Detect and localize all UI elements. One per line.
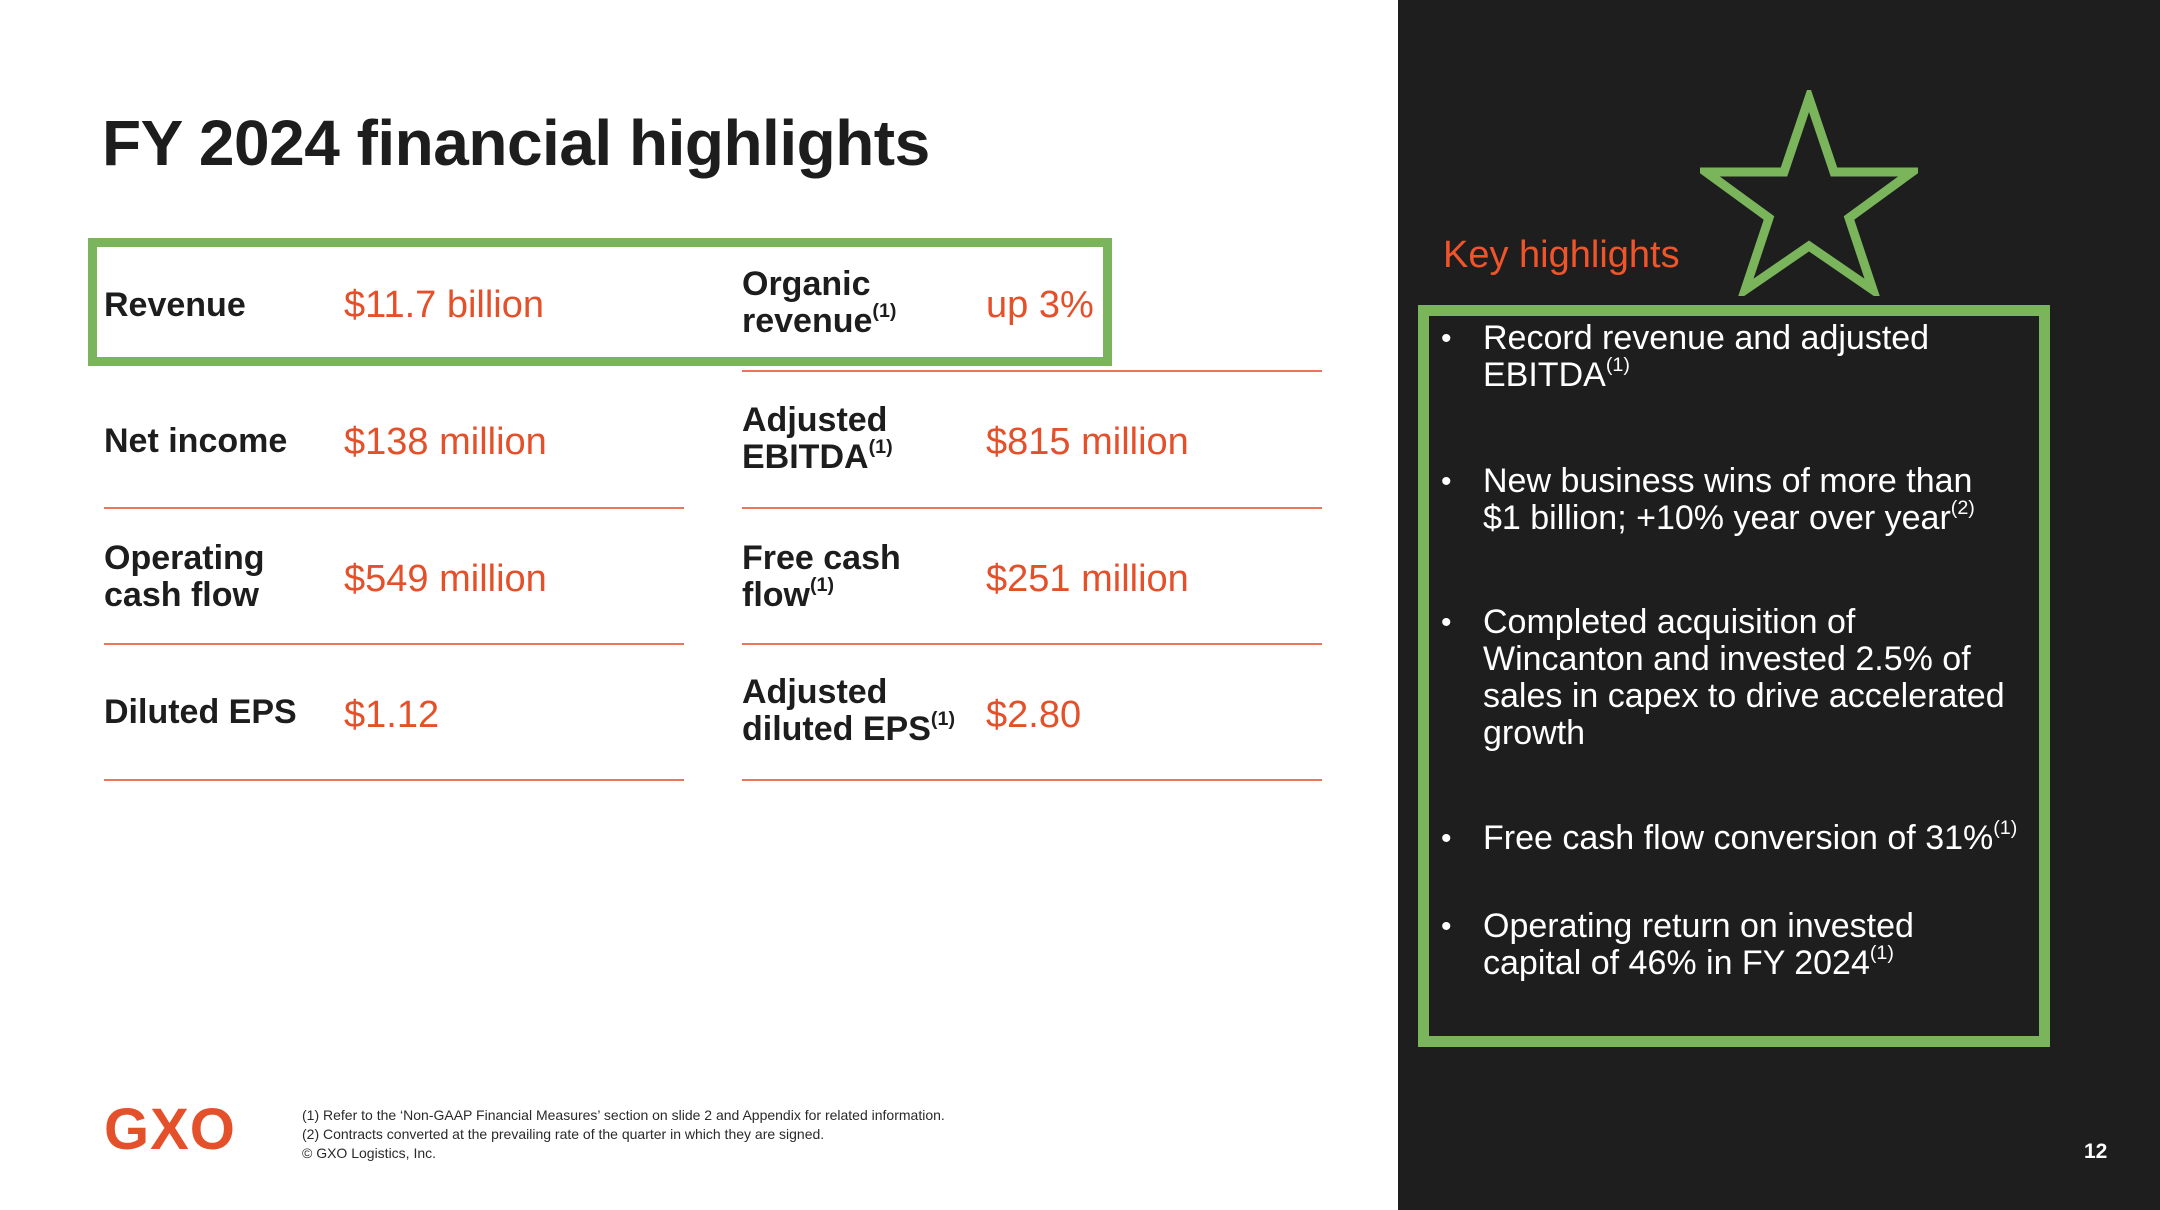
footnote-ref: (1) — [809, 574, 835, 597]
star-outline-icon — [1700, 90, 1918, 296]
footnote-ref: (1) — [868, 436, 893, 459]
bullet-line: capital of 46% in FY 2024 — [1483, 944, 1870, 982]
main-content-area — [0, 0, 1398, 1210]
metric-value-organic-revenue: up 3% — [986, 284, 1094, 326]
metric-value-net-income: $138 million — [344, 421, 547, 463]
metric-label-line: flow — [742, 576, 810, 614]
footnote-2: (2) Contracts converted at the prevailin… — [302, 1126, 825, 1142]
bullet-line: Completed acquisition of — [1483, 603, 1856, 641]
bullet-marker: • — [1441, 910, 1452, 943]
metric-label-net-income: Net income — [104, 423, 287, 460]
bullet-marker: • — [1441, 322, 1452, 355]
bullet-line: EBITDA — [1483, 356, 1606, 394]
key-highlights-frame — [1418, 305, 2050, 1047]
metric-label-line: cash flow — [104, 576, 259, 614]
metric-value-free-cash-flow: $251 million — [986, 558, 1189, 600]
footnote-ref: (1) — [1993, 817, 2018, 840]
row-divider — [104, 507, 684, 509]
row-divider — [742, 507, 1322, 509]
metric-label-line: Adjusted — [742, 673, 888, 711]
gxo-logo: GXO — [104, 1097, 236, 1162]
bullet-line: Operating return on invested — [1483, 907, 1914, 945]
metric-label-adjusted-diluted-eps: Adjusted diluted EPS(1) — [742, 674, 955, 748]
metric-label-operating-cash-flow: Operating cash flow — [104, 540, 265, 614]
metric-label-line: Adjusted — [742, 401, 888, 439]
metric-value-adjusted-ebitda: $815 million — [986, 421, 1189, 463]
bullet-line: $1 billion; +10% year over year — [1483, 499, 1951, 537]
metric-label-free-cash-flow: Free cash flow(1) — [742, 540, 901, 614]
metric-value-revenue: $11.7 billion — [344, 284, 545, 326]
bullet-line: sales in capex to drive accelerated — [1483, 677, 2005, 715]
metric-label-line: diluted EPS — [742, 710, 931, 748]
bullet-marker: • — [1441, 822, 1452, 855]
row-divider — [742, 643, 1322, 645]
metric-value-diluted-eps: $1.12 — [344, 694, 440, 736]
bullet-marker: • — [1441, 606, 1452, 639]
footnote-ref: (1) — [872, 300, 897, 323]
metric-label-revenue: Revenue — [104, 287, 246, 324]
revenue-highlight-frame — [88, 238, 1112, 366]
row-divider — [104, 779, 684, 781]
bullet-line: New business wins of more than — [1483, 462, 1973, 500]
bullet-marker: • — [1441, 465, 1452, 498]
footnote-ref: (1) — [1869, 942, 1894, 965]
key-highlights-title: Key highlights — [1443, 234, 1680, 276]
metric-label-adjusted-ebitda: Adjusted EBITDA(1) — [742, 402, 893, 476]
row-divider — [742, 779, 1322, 781]
metric-label-line: Diluted EPS — [104, 693, 297, 731]
metric-label-organic-revenue: Organic revenue(1) — [742, 266, 897, 340]
footnote-1: (1) Refer to the ‘Non-GAAP Financial Mea… — [302, 1107, 945, 1123]
page-title: FY 2024 financial highlights — [102, 107, 930, 179]
bullet-line: Record revenue and adjusted — [1483, 319, 1930, 357]
bullet-text: Operating return on invested capital of … — [1483, 908, 2043, 982]
footnote-ref: (1) — [930, 708, 956, 731]
key-highlights-panel — [1398, 0, 2160, 1210]
metric-label-diluted-eps: Diluted EPS — [104, 694, 297, 731]
metric-label-line: Organic — [742, 265, 871, 303]
row-divider — [104, 643, 684, 645]
metric-value-operating-cash-flow: $549 million — [344, 558, 547, 600]
bullet-text: Free cash flow conversion of 31%(1) — [1483, 817, 2043, 857]
bullet-text: New business wins of more than $1 billio… — [1483, 463, 2043, 537]
bullet-line: Free cash flow conversion of 31% — [1483, 819, 1994, 857]
metric-value-adjusted-diluted-eps: $2.80 — [986, 694, 1082, 736]
metric-label-line: revenue — [742, 302, 873, 340]
footnote-ref: (2) — [1950, 497, 1975, 520]
metric-label-line: Revenue — [104, 286, 246, 324]
metric-label-line: EBITDA — [742, 438, 869, 476]
metric-label-line: Net income — [104, 422, 288, 460]
row-divider — [742, 370, 1322, 372]
footnote-ref: (1) — [1605, 354, 1630, 377]
metric-label-line: Free cash — [742, 539, 901, 577]
page-number: 12 — [2084, 1140, 2108, 1163]
copyright-notice: © GXO Logistics, Inc. — [302, 1145, 437, 1161]
metric-label-line: Operating — [104, 539, 265, 577]
bullet-line: Wincanton and invested 2.5% of — [1483, 640, 1971, 678]
footnotes: (1) Refer to the ‘Non-GAAP Financial Mea… — [302, 1106, 945, 1163]
bullet-text: Completed acquisition of Wincanton and i… — [1483, 604, 2043, 752]
bullet-line: growth — [1483, 714, 1586, 752]
bullet-text: Record revenue and adjusted EBITDA(1) — [1483, 320, 2043, 394]
